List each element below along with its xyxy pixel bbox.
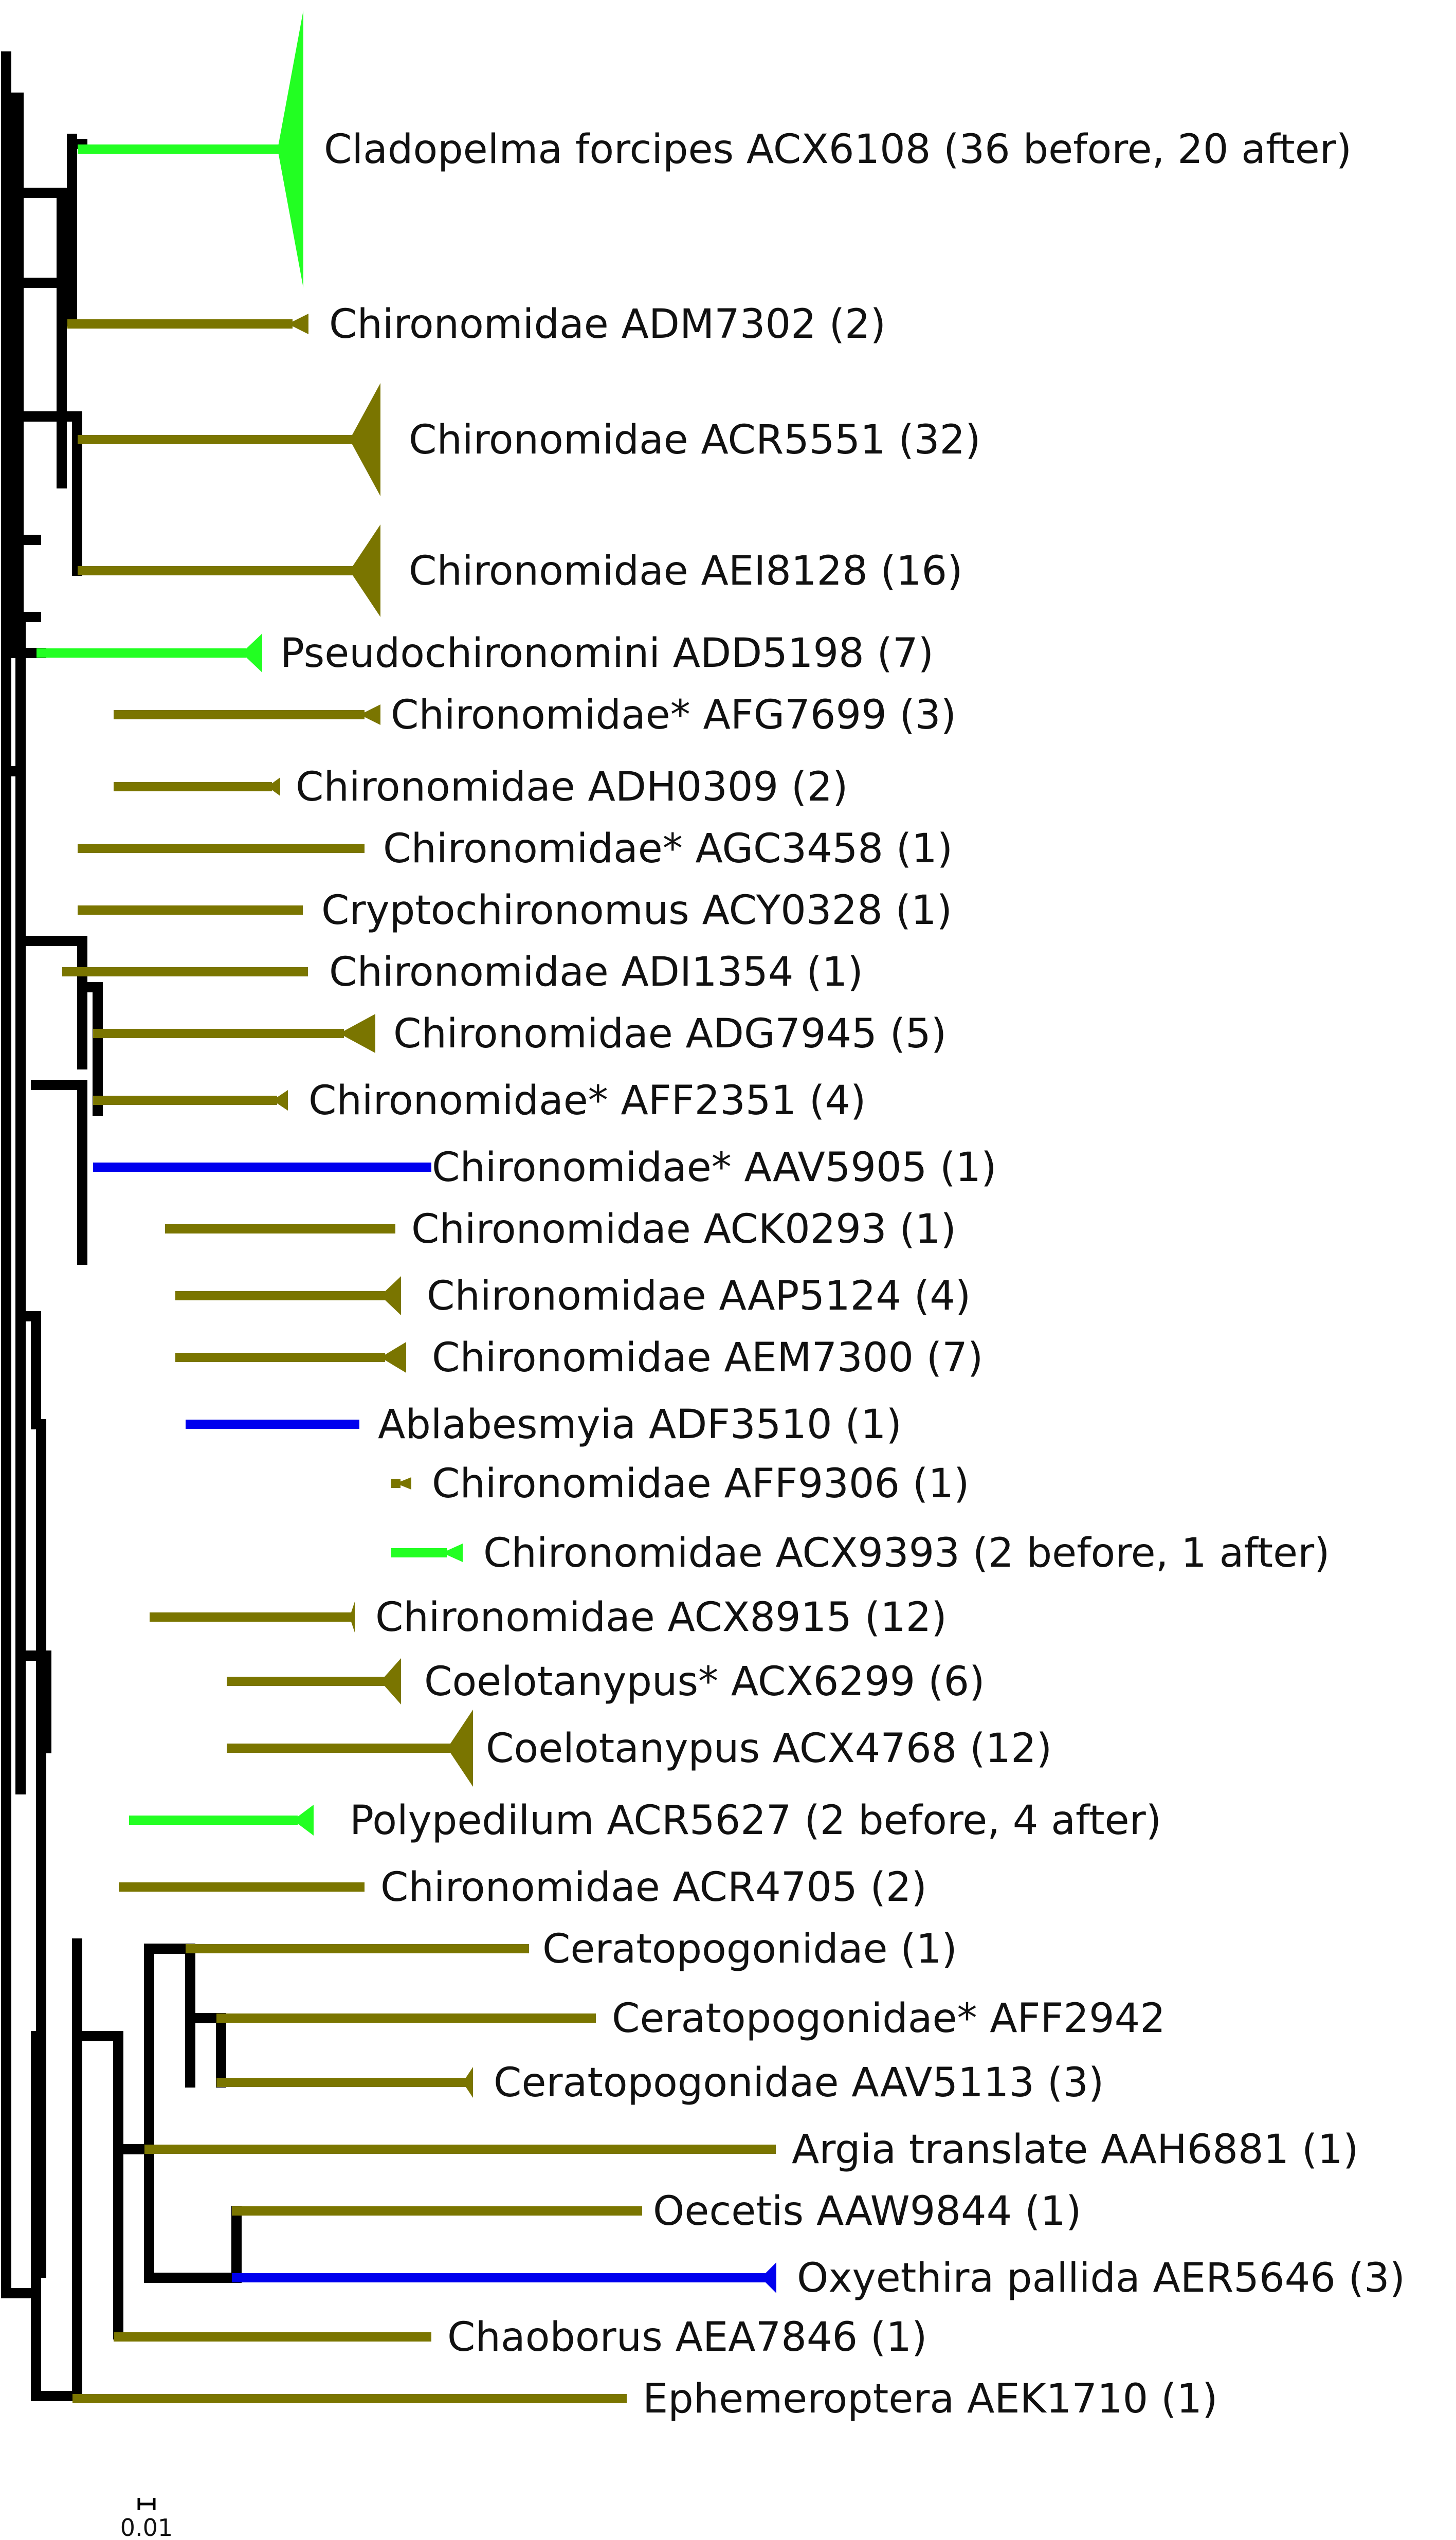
- collapsed-clade-wedge: [447, 1710, 473, 1787]
- taxon-label: Chironomidae ADG7945 (5): [393, 1011, 947, 1057]
- taxon-label: Ceratopogonidae AAV5113 (3): [494, 2060, 1104, 2106]
- taxon-label: Chironomidae* AAV5905 (1): [432, 1145, 997, 1191]
- taxon-label: Chironomidae AFF9306 (1): [432, 1461, 969, 1507]
- taxon-label: Chironomidae ACX8915 (12): [375, 1594, 947, 1641]
- taxon-label: Ephemeroptera AEK1710 (1): [643, 2376, 1218, 2422]
- taxon-label: Ceratopogonidae (1): [542, 1926, 957, 1972]
- collapsed-clade-wedge: [442, 1544, 463, 1562]
- taxon-label: Oecetis AAW9844 (1): [653, 2188, 1081, 2235]
- taxon-label: Coelotanypus* ACX6299 (6): [424, 1659, 985, 1705]
- collapsed-clade-wedge: [339, 1014, 375, 1053]
- taxon-label: Chironomidae ACR5551 (32): [409, 417, 981, 463]
- taxon-label: Chironomidae ADI1354 (1): [329, 949, 863, 995]
- collapsed-clade-wedge: [463, 2067, 473, 2098]
- taxon-label: Chironomidae AAP5124 (4): [427, 1273, 971, 1319]
- collapsed-clade-wedge: [350, 383, 380, 496]
- taxon-label: Cladopelma forcipes ACX6108 (36 before, …: [324, 126, 1352, 173]
- collapsed-clade-wedge: [293, 1805, 314, 1836]
- taxon-label: Oxyethira pallida AER5646 (3): [797, 2255, 1405, 2301]
- collapsed-clade-wedge: [350, 1602, 355, 1632]
- collapsed-clade-wedge: [350, 524, 380, 617]
- collapsed-clade-wedge: [288, 314, 308, 334]
- tree-backbone: [1, 51, 242, 2401]
- taxon-label: Chironomidae AEM7300 (7): [432, 1335, 983, 1381]
- taxon-label: Chironomidae* AFF2351 (4): [308, 1078, 866, 1124]
- tip-labels: Cladopelma forcipes ACX6108 (36 before, …: [280, 126, 1405, 2422]
- scale-bar-label: 0.01: [120, 2514, 173, 2540]
- taxon-label: Coelotanypus ACX4768 (12): [486, 1726, 1052, 1772]
- collapsed-clade-wedge: [380, 1276, 401, 1315]
- collapsed-clade-wedge: [272, 1090, 288, 1111]
- taxon-label: Chironomidae ACR4705 (2): [380, 1864, 927, 1911]
- scale-bar: 0.01: [120, 2498, 173, 2540]
- collapsed-clade-wedge: [396, 1477, 411, 1490]
- taxon-label: Polypedilum ACR5627 (2 before, 4 after): [350, 1798, 1161, 1844]
- collapsed-clade-wedge: [267, 777, 280, 796]
- taxon-label: Chironomidae* AGC3458 (1): [383, 826, 953, 872]
- taxon-label: Argia translate AAH6881 (1): [792, 2127, 1359, 2173]
- collapsed-clade-wedge: [380, 1658, 401, 1704]
- taxon-label: Cryptochironomus ACY0328 (1): [321, 887, 952, 934]
- taxon-label: Ablabesmyia ADF3510 (1): [378, 1402, 902, 1448]
- taxon-label: Chironomidae ACX9393 (2 before, 1 after): [483, 1530, 1330, 1576]
- taxon-label: Chaoborus AEA7846 (1): [447, 2314, 927, 2361]
- collapsed-clade-wedge: [380, 1342, 406, 1373]
- collapsed-clade-wedge: [278, 10, 303, 288]
- taxon-label: Chironomidae ACK0293 (1): [411, 1206, 956, 1253]
- collapsed-clade-wedge: [242, 633, 262, 673]
- taxon-label: Ceratopogonidae* AFF2942: [612, 1995, 1166, 2042]
- taxon-label: Chironomidae* AFG7699 (3): [391, 692, 956, 738]
- taxon-label: Pseudochironomini ADD5198 (7): [280, 630, 934, 677]
- taxon-label: Chironomidae ADH0309 (2): [296, 764, 848, 810]
- tree-tips: [37, 10, 776, 2403]
- collapsed-clade-wedge: [761, 2262, 776, 2293]
- taxon-label: Chironomidae ADM7302 (2): [329, 301, 886, 348]
- taxon-label: Chironomidae AEI8128 (16): [409, 548, 963, 594]
- collapsed-clade-wedge: [360, 704, 380, 725]
